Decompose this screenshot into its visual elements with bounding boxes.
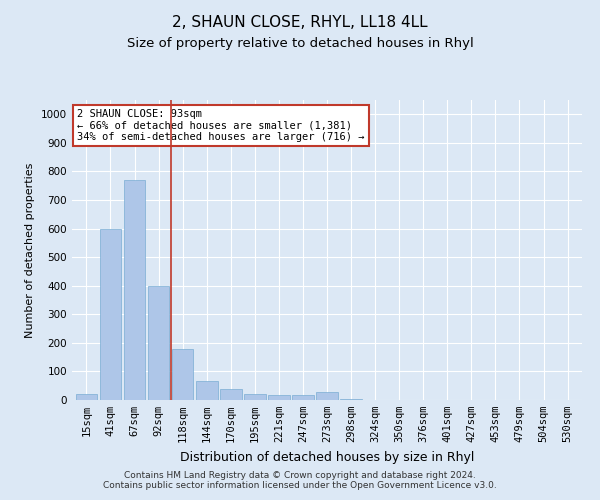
Bar: [268, 395, 290, 400]
Bar: [172, 348, 193, 400]
Text: Size of property relative to detached houses in Rhyl: Size of property relative to detached ho…: [127, 38, 473, 51]
Bar: [292, 395, 314, 400]
Bar: [244, 394, 266, 400]
Bar: [100, 228, 121, 400]
Bar: [196, 380, 218, 400]
Y-axis label: Number of detached properties: Number of detached properties: [25, 162, 35, 338]
Text: 2 SHAUN CLOSE: 93sqm
← 66% of detached houses are smaller (1,381)
34% of semi-de: 2 SHAUN CLOSE: 93sqm ← 66% of detached h…: [77, 109, 365, 142]
Bar: [340, 398, 362, 400]
Bar: [316, 392, 338, 400]
Bar: [148, 286, 169, 400]
Text: Contains HM Land Registry data © Crown copyright and database right 2024.
Contai: Contains HM Land Registry data © Crown c…: [103, 470, 497, 490]
Bar: [76, 394, 97, 400]
Text: 2, SHAUN CLOSE, RHYL, LL18 4LL: 2, SHAUN CLOSE, RHYL, LL18 4LL: [172, 15, 428, 30]
Bar: [124, 180, 145, 400]
X-axis label: Distribution of detached houses by size in Rhyl: Distribution of detached houses by size …: [180, 450, 474, 464]
Bar: [220, 388, 242, 400]
